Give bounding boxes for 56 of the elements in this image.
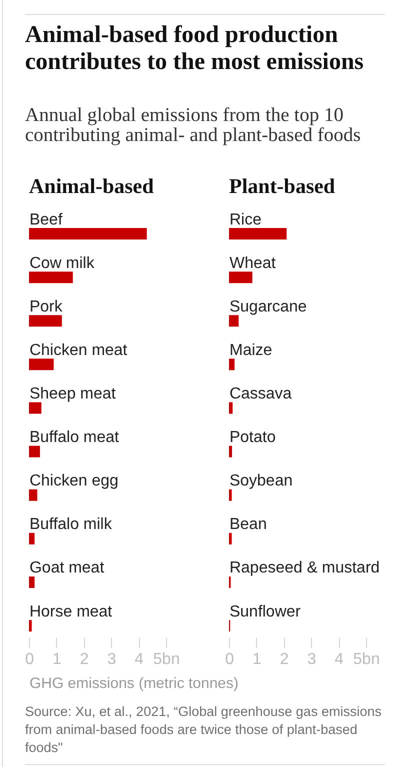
bar	[29, 228, 147, 240]
x-tick-label: 2	[280, 651, 289, 668]
y-tick-label: Sheep meat	[30, 385, 116, 402]
bar	[29, 489, 38, 501]
x-tick-label: 3	[307, 651, 316, 668]
chart-title: Animal-based	[29, 174, 154, 198]
bar	[29, 446, 40, 458]
y-tick-label: Maize	[230, 342, 272, 359]
y-tick-label: Wheat	[230, 254, 276, 272]
x-tick-label: 2	[80, 651, 89, 668]
bar	[229, 532, 232, 544]
x-tick-label: 1	[252, 651, 262, 668]
bar	[229, 315, 239, 327]
bar	[29, 402, 42, 414]
bar	[29, 532, 34, 544]
bar	[29, 620, 32, 632]
y-tick-label: Sunflower	[230, 603, 302, 620]
bar	[229, 489, 232, 501]
x-tick-label: 5bn	[153, 651, 180, 668]
bar	[229, 402, 233, 414]
y-tick-label: Potato	[230, 429, 276, 446]
x-tick-label: 0	[25, 651, 34, 668]
y-tick-label: Chicken egg	[30, 472, 118, 490]
y-tick-label: Cow milk	[30, 254, 96, 272]
y-tick-label: Pork	[30, 298, 64, 316]
bar	[29, 315, 62, 327]
y-tick-label: Sugarcane	[230, 298, 307, 316]
y-tick-label: Cassava	[230, 385, 292, 402]
x-tick-label: 1	[52, 651, 62, 668]
bar	[29, 272, 73, 284]
x-tick-label: 3	[107, 651, 116, 668]
source-note: Source: Xu, et al., 2021, “Global greenhouse gas emissions from animal-based foods are twice those of plant-based foods"	[25, 703, 382, 757]
y-tick-label: Rapeseed & mustard	[230, 560, 380, 577]
y-tick-label: Beef	[30, 211, 63, 228]
text: Annual global emissions from the top 10 contributing animal- and plant-based foods	[25, 105, 362, 146]
x-tick-label: 4	[334, 651, 344, 668]
x-tick-label: 5bn	[353, 651, 380, 668]
bar	[29, 576, 34, 588]
text: Animal-based food production contributes to the most emissions	[25, 22, 365, 76]
x-axis-title: GHG emissions (metric tonnes)	[30, 675, 239, 692]
chart-title: Plant-based	[229, 174, 336, 198]
bar	[229, 272, 252, 284]
x-tick-label: 4	[134, 651, 144, 668]
bar	[229, 228, 287, 240]
y-tick-label: Horse meat	[30, 603, 113, 620]
x-tick-label: 0	[225, 651, 234, 668]
y-tick-label: Buffalo milk	[30, 516, 113, 534]
bar	[29, 358, 54, 370]
bar	[229, 358, 234, 370]
y-tick-label: Goat meat	[30, 560, 105, 577]
y-tick-label: Bean	[230, 516, 267, 534]
y-tick-label: Rice	[230, 211, 262, 228]
y-tick-label: Soybean	[230, 472, 293, 490]
bar	[229, 446, 232, 458]
y-tick-label: Chicken meat	[30, 342, 128, 359]
y-tick-label: Buffalo meat	[30, 429, 120, 446]
